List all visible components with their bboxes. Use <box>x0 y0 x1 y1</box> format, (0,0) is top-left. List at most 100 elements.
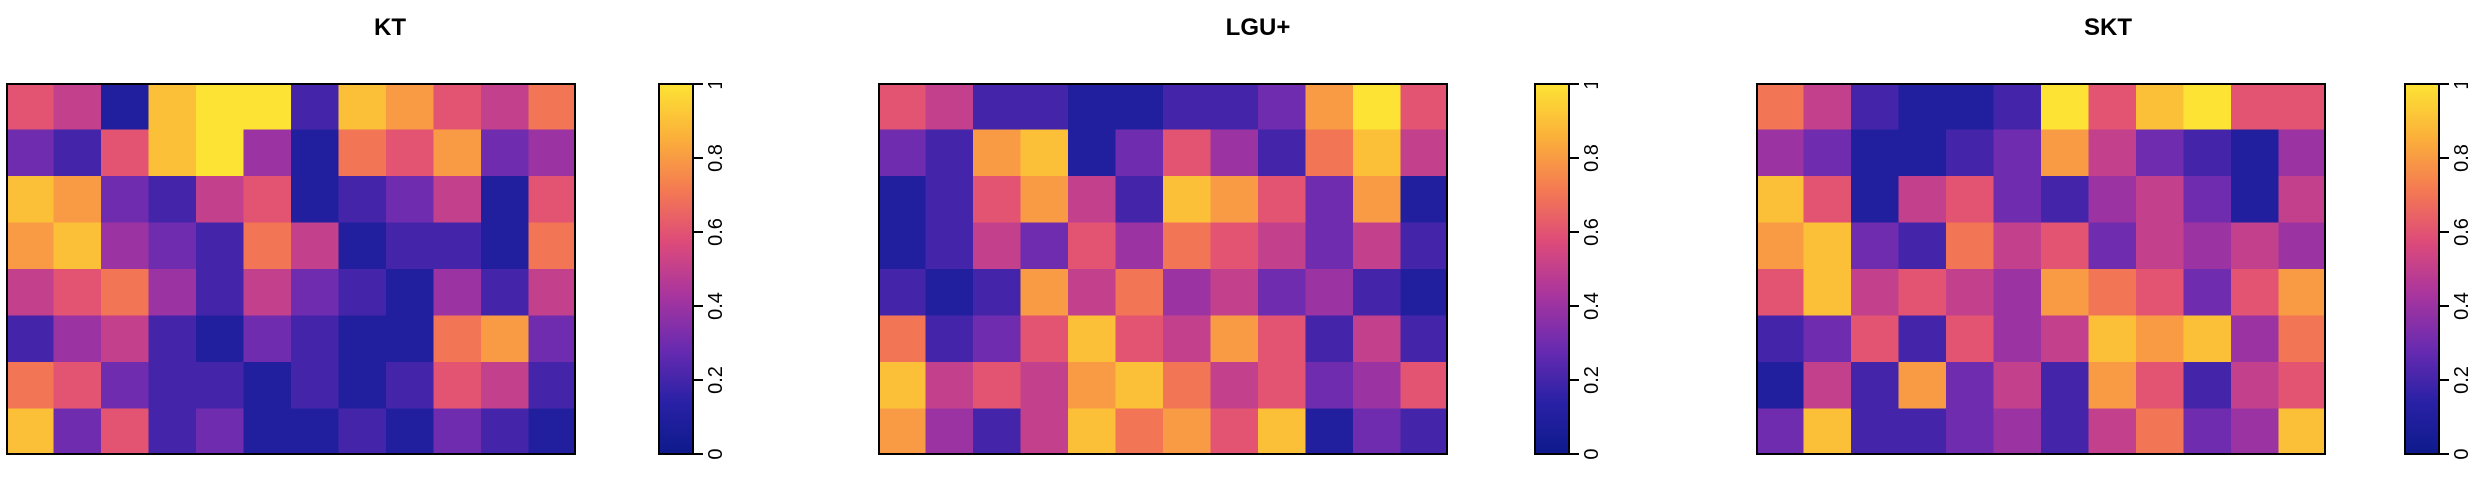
heatmap-cell <box>2088 129 2137 177</box>
colorbar-tick-label: 0 <box>705 448 727 459</box>
heatmap-cell <box>386 408 434 455</box>
colorbar-legend: 0 0.2 0.4 0.6 0.8 1 <box>1534 78 1644 464</box>
heatmap-cell <box>2183 176 2232 223</box>
heatmap-cell <box>1946 176 1994 223</box>
heatmap-cell <box>481 83 529 130</box>
heatmap-cell <box>2041 222 2089 270</box>
heatmap-cell <box>1305 408 1354 455</box>
heatmap-cell <box>1400 315 1448 363</box>
heatmap-cell <box>2183 269 2232 316</box>
colorbar-tick-label: 0.2 <box>1581 366 1603 394</box>
heatmap-cell <box>1803 408 1852 455</box>
heatmap-cell <box>481 315 529 363</box>
heatmap-cell <box>1400 408 1448 455</box>
heatmap-cell <box>2231 129 2279 177</box>
heatmap-cell <box>53 129 102 177</box>
heatmap-cell <box>1898 129 1947 177</box>
heatmap-cell <box>6 222 54 270</box>
heatmap-cell <box>1756 129 1804 177</box>
heatmap-cell <box>1803 222 1852 270</box>
heatmap-cell <box>1163 269 1211 316</box>
heatmap-cell <box>2041 269 2089 316</box>
heatmap-cell <box>1210 129 1259 177</box>
heatmap-cell <box>1068 83 1116 130</box>
heatmap-cell <box>386 176 434 223</box>
heatmap-cell <box>148 315 197 363</box>
heatmap-cell <box>1353 315 1401 363</box>
heatmap-cell <box>2136 408 2184 455</box>
heatmap-cell <box>196 408 244 455</box>
colorbar-gradient <box>658 83 694 455</box>
heatmap-cell <box>148 129 197 177</box>
plot-frame <box>1756 83 2326 455</box>
heatmap-cell <box>1210 408 1259 455</box>
heatmap-cell <box>386 129 434 177</box>
heatmap-cell <box>433 269 482 316</box>
heatmap-cell <box>338 408 387 455</box>
heatmap-cell <box>2278 222 2326 270</box>
heatmap-cell <box>973 83 1021 130</box>
heatmap-cell <box>243 269 292 316</box>
heatmap-cell <box>2183 408 2232 455</box>
heatmap-cell <box>1258 408 1306 455</box>
heatmap-cell <box>528 269 576 316</box>
heatmap-cell <box>1305 83 1354 130</box>
heatmap-cell <box>925 269 974 316</box>
chart-title: KT <box>374 14 406 41</box>
colorbar-tick-label: 0.4 <box>1581 292 1603 320</box>
heatmap-cell <box>1851 315 1899 363</box>
heatmap-cell <box>1400 83 1448 130</box>
heatmap <box>878 83 1448 455</box>
heatmap-cell <box>6 315 54 363</box>
heatmap-cell <box>2231 362 2279 409</box>
heatmap-cell <box>1305 176 1354 223</box>
heatmap-cell <box>338 222 387 270</box>
heatmap-cell <box>148 83 197 130</box>
heatmap-cell <box>6 408 54 455</box>
heatmap-cell <box>1305 315 1354 363</box>
heatmap <box>1756 83 2326 455</box>
heatmap-cell <box>101 315 149 363</box>
heatmap-cell <box>433 362 482 409</box>
heatmap-cell <box>338 129 387 177</box>
heatmap-cell <box>1305 222 1354 270</box>
heatmap-cell <box>2183 362 2232 409</box>
heatmap-cell <box>925 222 974 270</box>
heatmap-cell <box>433 222 482 270</box>
heatmap-cell <box>1353 129 1401 177</box>
heatmap-cell <box>1163 315 1211 363</box>
heatmap-cell <box>1946 362 1994 409</box>
heatmap-cell <box>386 315 434 363</box>
heatmap-cell <box>1803 269 1852 316</box>
heatmap-cell <box>1851 176 1899 223</box>
heatmap-cell <box>1020 269 1069 316</box>
heatmap-cell <box>2136 362 2184 409</box>
heatmap-cell <box>386 222 434 270</box>
heatmap-cell <box>53 176 102 223</box>
heatmap-cell <box>101 269 149 316</box>
heatmap-cell <box>1756 222 1804 270</box>
heatmap-cell <box>338 176 387 223</box>
heatmap-cell <box>1756 362 1804 409</box>
heatmap-cell <box>1258 362 1306 409</box>
heatmap-cell <box>2183 222 2232 270</box>
heatmap-cell <box>433 129 482 177</box>
heatmap-cell <box>1993 83 2042 130</box>
heatmap-cell <box>1400 129 1448 177</box>
heatmap-cell <box>1210 83 1259 130</box>
heatmap-cell <box>1068 408 1116 455</box>
heatmap-cell <box>148 222 197 270</box>
heatmap-cell <box>1946 408 1994 455</box>
heatmap-cell <box>1258 315 1306 363</box>
heatmap-cell <box>1898 222 1947 270</box>
heatmap-cell <box>2136 222 2184 270</box>
heatmap-cell <box>2231 269 2279 316</box>
colorbar-tick-label: 0.8 <box>2451 144 2473 172</box>
colorbar-tick-label: 0.8 <box>705 144 727 172</box>
heatmap-cell <box>1305 362 1354 409</box>
heatmap-cell <box>2278 176 2326 223</box>
colorbar-tick-label: 0.4 <box>2451 292 2473 320</box>
heatmap-cell <box>2183 129 2232 177</box>
colorbar-tick-label: 1 <box>1581 83 1603 90</box>
heatmap-cell <box>2041 408 2089 455</box>
